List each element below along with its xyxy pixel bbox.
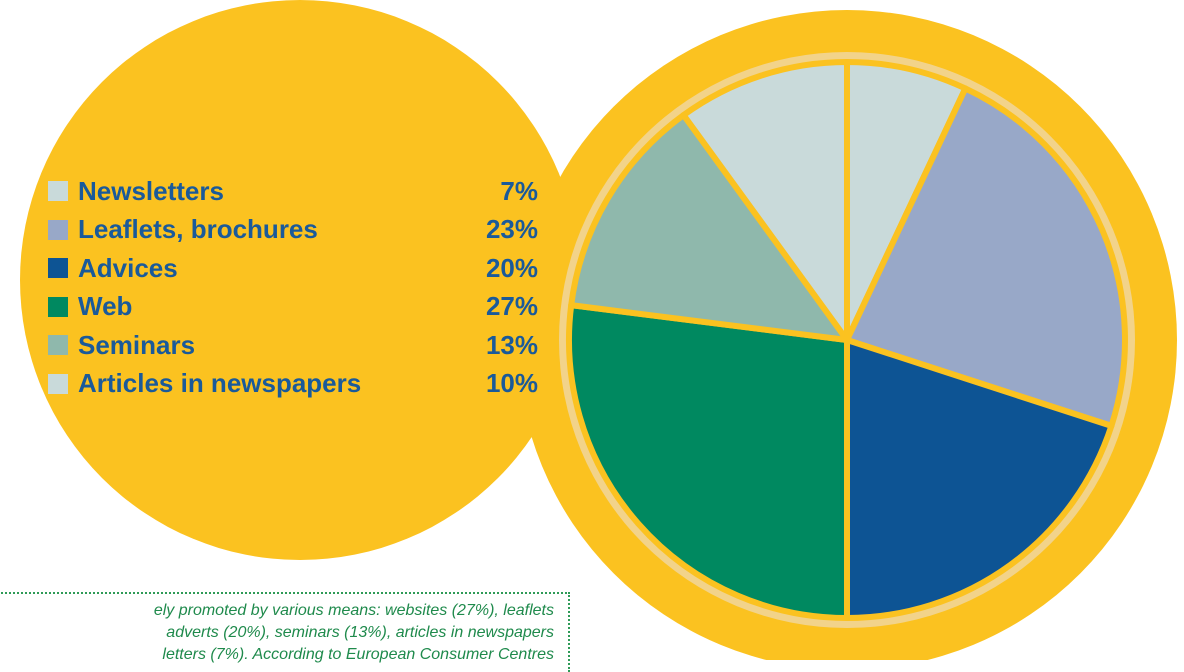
legend-label: Newsletters <box>78 175 224 206</box>
legend-value: 20% <box>485 252 538 283</box>
legend-background-circle <box>20 0 580 560</box>
pie-slice-leaflets-brochures <box>844 85 1128 429</box>
legend-label: Advices <box>78 252 178 283</box>
legend-swatch <box>48 258 68 279</box>
legend-label: Leaflets, brochures <box>78 214 318 245</box>
legend-swatch <box>48 335 68 356</box>
caption-line: ely promoted by various means: websites … <box>153 602 554 619</box>
legend-label: Articles in newspapers <box>78 368 362 399</box>
legend-swatch <box>48 296 68 317</box>
legend-value: 7% <box>500 175 538 206</box>
legend-swatch <box>48 373 68 394</box>
legend-item-seminars: Seminars 13% <box>48 326 538 365</box>
legend-value: 27% <box>485 291 538 322</box>
legend-swatch <box>48 181 68 202</box>
pie-slice-advices <box>844 337 1115 621</box>
legend-item-articles-in-newspapers: Articles in newspapers 10% <box>48 365 538 404</box>
caption-line: adverts (20%), seminars (13%), articles … <box>166 624 554 641</box>
legend-item-leaflets-brochures: Leaflets, brochures 23% <box>48 211 538 250</box>
legend-label: Seminars <box>78 329 196 360</box>
pie-slice-seminars <box>568 112 850 343</box>
legend-item-newsletters: Newsletters 7% <box>48 172 538 211</box>
pie-slice-web <box>566 302 850 621</box>
legend-item-advices: Advices 20% <box>48 249 538 288</box>
legend-swatch <box>48 219 68 240</box>
pie-slice-articles-in-newspapers <box>680 59 850 343</box>
legend-value: 10% <box>485 368 538 399</box>
caption-line: letters (7%). According to European Cons… <box>162 646 554 663</box>
chart-legend: Newsletters 7% Leaflets, brochures 23% Advic… <box>48 172 538 403</box>
legend-label: Web <box>78 291 133 322</box>
legend-item-web: Web 27% <box>48 288 538 327</box>
legend-value: 13% <box>485 329 538 360</box>
caption-box: ely promoted by various means: websites … <box>0 592 570 672</box>
legend-value: 23% <box>485 214 538 245</box>
